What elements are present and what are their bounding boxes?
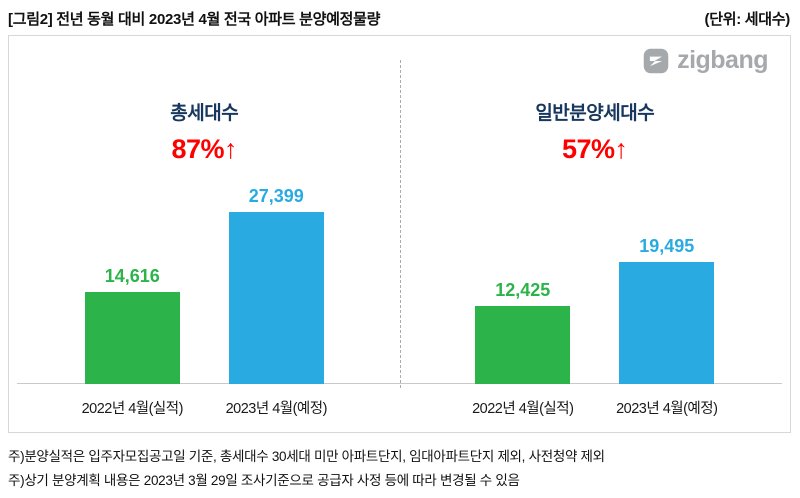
bar-value-label: 14,616 xyxy=(104,266,160,286)
chart-group-general: 일반분양세대수 57%↑ 12,425 19,495 2022년 4월(실적) … xyxy=(400,36,791,432)
zigbang-logo-text: zigbang xyxy=(677,46,768,74)
chart-group-total: 총세대수 87%↑ 14,616 27,399 2022년 4월(실적) 202… xyxy=(9,36,400,432)
bar-column: 12,425 xyxy=(475,280,571,384)
category-label: 2022년 4월(실적) xyxy=(81,401,184,417)
zigbang-logo-icon xyxy=(642,47,670,75)
group-change-label: 57%↑ xyxy=(561,134,628,164)
bar-value-label: 12,425 xyxy=(495,280,551,300)
category-label: 2023년 4월(예정) xyxy=(616,401,718,417)
bar-column: 14,616 xyxy=(84,266,180,384)
bar-column: 19,495 xyxy=(619,236,715,384)
group-heading: 일반분양세대수 57%↑ xyxy=(400,98,791,165)
zigbang-logo: zigbang xyxy=(642,46,768,75)
chart-panel: zigbang 총세대수 87%↑ 14,616 27,399 2022년 xyxy=(8,35,791,433)
footnotes: 주)분양실적은 입주자모집공고일 기준, 총세대수 30세대 미만 아파트단지,… xyxy=(0,433,800,494)
header: [그림2] 전년 동월 대비 2023년 4월 전국 아파트 분양예정물량 (단… xyxy=(0,0,800,33)
bars-row: 12,425 19,495 xyxy=(400,236,791,384)
bar-column: 27,399 xyxy=(228,186,324,384)
bars-row: 14,616 27,399 xyxy=(9,186,400,384)
footnote-line: 주)분양실적은 입주자모집공고일 기준, 총세대수 30세대 미만 아파트단지,… xyxy=(8,449,605,464)
category-label: 2023년 4월(예정) xyxy=(225,401,328,417)
category-row: 2022년 4월(실적) 2023년 4월(예정) xyxy=(400,397,791,418)
group-heading: 총세대수 87%↑ xyxy=(9,98,400,165)
bar-general-2023 xyxy=(619,262,715,384)
chart-groups: 총세대수 87%↑ 14,616 27,399 2022년 4월(실적) 202… xyxy=(9,36,790,432)
bar-value-label: 19,495 xyxy=(639,236,695,256)
page-title: [그림2] 전년 동월 대비 2023년 4월 전국 아파트 분양예정물량 xyxy=(8,11,381,28)
bar-value-label: 27,399 xyxy=(248,186,304,206)
bar-general-2022 xyxy=(475,306,571,384)
category-row: 2022년 4월(실적) 2023년 4월(예정) xyxy=(9,397,400,418)
dashed-divider xyxy=(399,60,401,388)
unit-label: (단위: 세대수) xyxy=(704,11,791,28)
bar-total-2022 xyxy=(84,292,180,384)
group-change-label: 87%↑ xyxy=(171,134,238,164)
group-label: 총세대수 xyxy=(170,103,239,124)
category-label: 2022년 4월(실적) xyxy=(472,401,574,417)
group-label: 일반분양세대수 xyxy=(535,103,655,124)
x-axis-line xyxy=(17,383,782,384)
bar-total-2023 xyxy=(228,212,324,384)
footnote-line: 주)상기 분양계획 내용은 2023년 3월 29일 조사기준으로 공급자 사정… xyxy=(8,473,520,489)
